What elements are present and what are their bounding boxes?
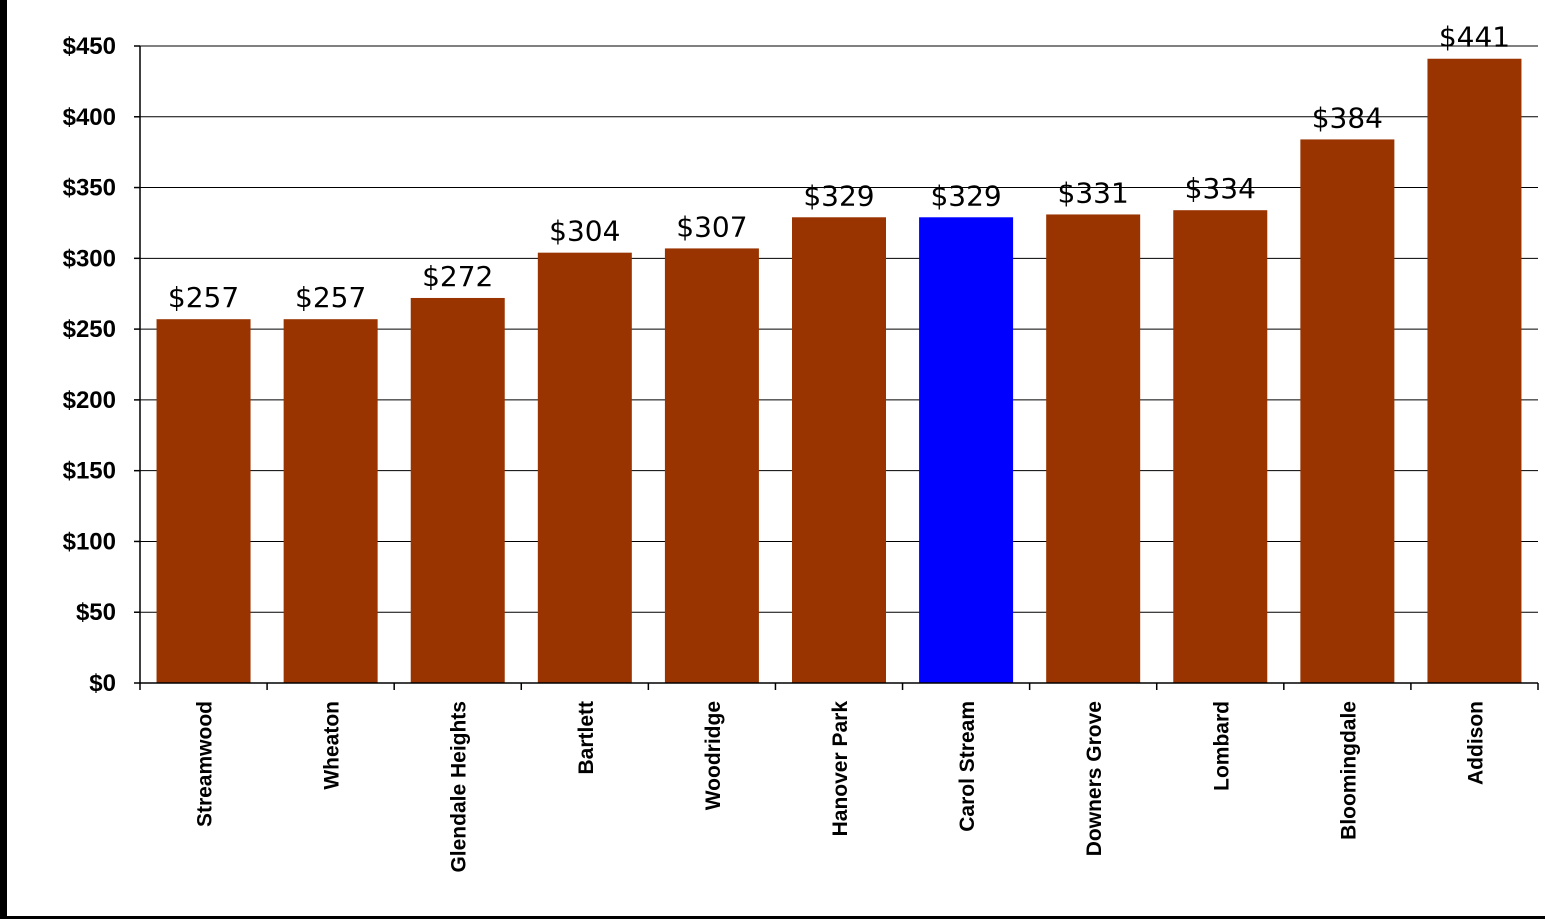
category-label: Streamwood (194, 701, 217, 827)
category-label: Downers Grove (1083, 701, 1106, 856)
bar (537, 252, 632, 683)
data-label: $307 (676, 210, 747, 243)
data-label: $329 (803, 179, 874, 212)
bar (1046, 214, 1141, 683)
y-tick-label: $100 (63, 528, 116, 555)
bar (792, 217, 886, 683)
category-label: Addison (1464, 701, 1487, 785)
data-label: $334 (1185, 172, 1256, 205)
category-label: Carol Stream (956, 701, 979, 832)
data-label: $331 (1058, 176, 1129, 209)
y-tick-label: $200 (63, 387, 116, 414)
category-label: Woodridge (702, 701, 725, 810)
data-labels: $257 $257 $272 $304 $307 $329 $329 $331 $334 $384… (168, 21, 1510, 314)
bar (1173, 210, 1268, 683)
bar (919, 217, 1014, 683)
bar (410, 297, 505, 683)
bar (1427, 58, 1522, 684)
y-tick-label: $250 (63, 316, 116, 343)
bar (283, 319, 378, 683)
category-label: Lombard (1210, 701, 1233, 791)
data-label: $384 (1312, 101, 1383, 134)
bar (1300, 139, 1395, 684)
data-label: $257 (295, 281, 366, 314)
category-label: Wheaton (321, 701, 344, 790)
data-label: $329 (930, 179, 1001, 212)
category-label: Bartlett (575, 701, 598, 775)
data-label: $441 (1439, 21, 1510, 54)
bar-chart: $0 $50 $100 $150 $200 $250 $300 $350 $400 $450 St… (63, 21, 1539, 873)
y-tick-label: $150 (63, 458, 116, 485)
bars (156, 58, 1522, 684)
bar (156, 319, 251, 683)
data-label: $272 (422, 260, 493, 293)
category-label: Hanover Park (829, 701, 852, 837)
y-axis-tick-labels: $0 $50 $100 $150 $200 $250 $300 $350 $400 $450 (63, 33, 116, 697)
y-tick-label: $400 (63, 104, 116, 131)
data-label: $304 (549, 215, 620, 248)
x-axis-category-labels: Streamwood Wheaton Glendale Heights Bartlet… (194, 701, 1488, 873)
y-tick-label: $350 (63, 175, 116, 202)
y-tick-label: $50 (76, 599, 116, 626)
y-tick-label: $0 (89, 670, 116, 697)
data-label: $257 (168, 281, 239, 314)
axes (134, 45, 1539, 690)
y-tick-label: $450 (63, 33, 116, 60)
bar (664, 248, 759, 683)
y-tick-label: $300 (63, 245, 116, 272)
category-label: Glendale Heights (448, 701, 471, 873)
category-label: Bloomingdale (1337, 701, 1360, 840)
